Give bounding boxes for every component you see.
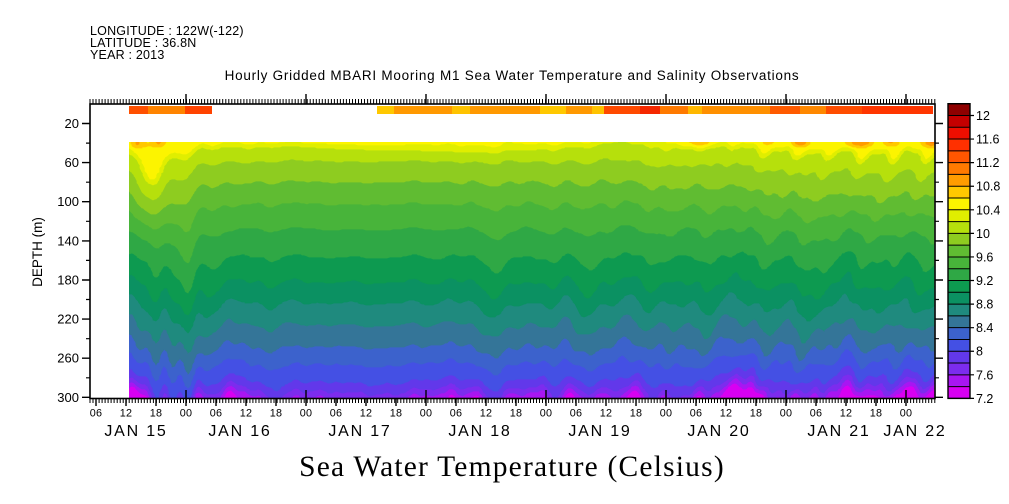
svg-text:18: 18	[390, 408, 403, 420]
svg-text:7.6: 7.6	[976, 368, 993, 382]
svg-text:18: 18	[750, 408, 763, 420]
svg-text:9.6: 9.6	[976, 250, 993, 264]
svg-text:12: 12	[480, 408, 493, 420]
svg-text:Sea Water Temperature (Celsius: Sea Water Temperature (Celsius)	[299, 451, 725, 483]
svg-text:10.8: 10.8	[976, 180, 1000, 194]
svg-text:06: 06	[330, 408, 343, 420]
svg-text:12: 12	[720, 408, 733, 420]
svg-text:06: 06	[810, 408, 823, 420]
svg-text:8.4: 8.4	[976, 321, 993, 335]
svg-text:8: 8	[976, 345, 983, 359]
svg-text:9.2: 9.2	[976, 274, 993, 288]
svg-text:06: 06	[210, 408, 223, 420]
svg-text:300: 300	[57, 390, 79, 405]
svg-text:12: 12	[360, 408, 373, 420]
svg-text:10.4: 10.4	[976, 203, 1000, 217]
svg-text:12: 12	[120, 408, 133, 420]
svg-text:00: 00	[540, 408, 553, 420]
svg-text:60: 60	[65, 155, 79, 170]
svg-text:12: 12	[600, 408, 613, 420]
svg-text:18: 18	[150, 408, 163, 420]
svg-text:JAN 18: JAN 18	[448, 423, 511, 440]
svg-text:DEPTH (m): DEPTH (m)	[30, 217, 45, 287]
svg-text:06: 06	[690, 408, 703, 420]
svg-text:06: 06	[90, 408, 103, 420]
svg-text:00: 00	[780, 408, 793, 420]
svg-text:06: 06	[570, 408, 583, 420]
svg-text:06: 06	[450, 408, 463, 420]
svg-text:JAN 21: JAN 21	[807, 423, 870, 440]
svg-text:00: 00	[420, 408, 433, 420]
svg-text:11.6: 11.6	[976, 133, 999, 147]
svg-text:10: 10	[976, 227, 990, 241]
svg-text:7.2: 7.2	[976, 392, 993, 406]
svg-text:JAN 17: JAN 17	[328, 423, 391, 440]
svg-text:11.2: 11.2	[976, 156, 999, 170]
svg-text:JAN 16: JAN 16	[208, 423, 271, 440]
svg-text:140: 140	[57, 233, 79, 248]
svg-text:18: 18	[510, 408, 523, 420]
svg-text:Hourly Gridded MBARI Mooring M: Hourly Gridded MBARI Mooring M1 Sea Wate…	[225, 68, 800, 83]
svg-text:LONGITUDE : 122W(-122): LONGITUDE : 122W(-122)	[90, 24, 244, 38]
svg-text:18: 18	[270, 408, 283, 420]
svg-text:180: 180	[57, 273, 79, 288]
svg-text:12: 12	[976, 109, 990, 123]
svg-text:00: 00	[180, 408, 193, 420]
svg-text:YEAR : 2013: YEAR : 2013	[90, 48, 164, 62]
svg-text:12: 12	[840, 408, 853, 420]
svg-text:8.8: 8.8	[976, 298, 993, 312]
svg-text:00: 00	[300, 408, 313, 420]
svg-text:JAN 20: JAN 20	[687, 423, 750, 440]
svg-text:JAN 19: JAN 19	[568, 423, 631, 440]
svg-text:JAN 15: JAN 15	[104, 423, 167, 440]
svg-text:18: 18	[870, 408, 883, 420]
svg-text:18: 18	[630, 408, 643, 420]
svg-text:20: 20	[65, 116, 79, 131]
svg-text:LATITUDE : 36.8N: LATITUDE : 36.8N	[90, 36, 196, 50]
svg-text:260: 260	[57, 351, 79, 366]
svg-text:12: 12	[240, 408, 253, 420]
svg-text:JAN 22: JAN 22	[883, 423, 946, 440]
svg-text:00: 00	[660, 408, 673, 420]
svg-text:00: 00	[900, 408, 913, 420]
svg-text:220: 220	[57, 312, 79, 327]
svg-text:100: 100	[57, 194, 79, 209]
